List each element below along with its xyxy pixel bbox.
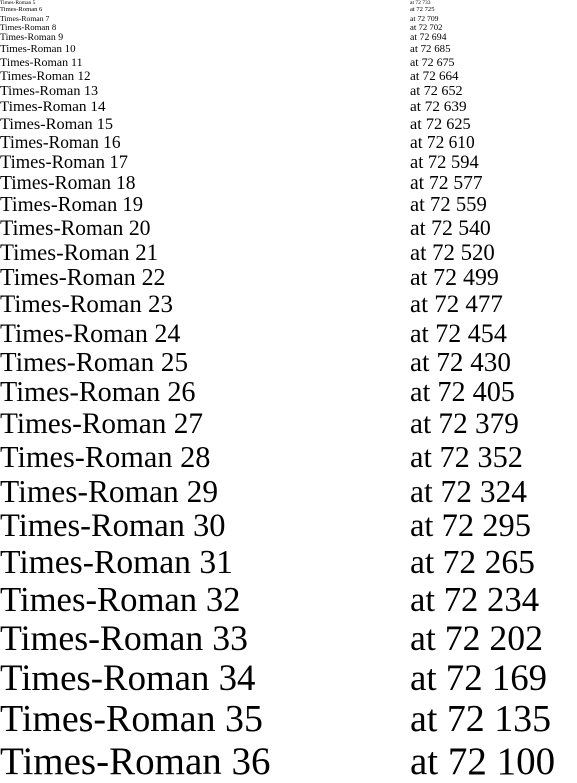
font-sample-name: Times-Roman 30 <box>0 508 226 545</box>
font-sample-position: at 72 477 <box>410 291 503 319</box>
font-sample-name: Times-Roman 16 <box>0 133 121 153</box>
font-sample-position: at 72 694 <box>410 31 447 43</box>
font-sample-name: Times-Roman 35 <box>0 697 263 740</box>
font-sample-position: at 72 265 <box>410 543 535 581</box>
font-sample-position: at 72 709 <box>410 13 439 23</box>
font-sample-position: at 72 202 <box>410 617 544 658</box>
font-sample-position: at 72 379 <box>410 408 519 441</box>
font-sample-position: at 72 685 <box>410 42 451 55</box>
font-sample-position: at 72 610 <box>410 133 475 153</box>
font-sample-position: at 72 520 <box>410 239 495 265</box>
font-sample-position: at 72 405 <box>410 377 515 409</box>
font-sample-name: Times-Roman 20 <box>0 215 151 240</box>
font-sample-position: at 72 639 <box>410 98 467 116</box>
font-sample-position: at 72 702 <box>410 22 443 33</box>
font-sample-position: at 72 540 <box>410 215 491 240</box>
font-sample-position: at 72 352 <box>410 440 523 475</box>
font-sample-name: Times-Roman 17 <box>0 152 128 173</box>
font-sample-position: at 72 430 <box>410 347 511 378</box>
font-sample-name: Times-Roman 18 <box>0 172 136 194</box>
font-sample-name: Times-Roman 12 <box>0 68 91 84</box>
font-sample-name: Times-Roman 36 <box>0 740 271 783</box>
font-sample-position: at 72 664 <box>410 68 459 84</box>
font-sample-position: at 72 454 <box>410 318 507 348</box>
font-sample-position: at 72 675 <box>410 54 455 69</box>
font-sample-name: Times-Roman 25 <box>0 347 189 378</box>
font-sample-position: at 72 100 <box>410 740 556 783</box>
font-sample-name: Times-Roman 6 <box>0 6 43 14</box>
font-sample-position: at 72 559 <box>410 194 487 217</box>
font-sample-name: Times-Roman 24 <box>0 318 181 348</box>
font-sample-name: Times-Roman 23 <box>0 291 173 319</box>
font-sample-position: at 72 733 <box>410 0 431 6</box>
font-sample-position: at 72 652 <box>410 82 463 99</box>
font-sample-name: Times-Roman 31 <box>0 543 233 581</box>
font-sample-name: Times-Roman 11 <box>0 54 83 69</box>
font-sample-position: at 72 499 <box>410 264 499 291</box>
font-sample-name: Times-Roman 21 <box>0 239 159 265</box>
font-sample-name: Times-Roman 13 <box>0 82 99 99</box>
font-sample-position: at 72 725 <box>410 6 435 14</box>
font-sample-name: Times-Roman 19 <box>0 194 144 217</box>
font-sample-position: at 72 577 <box>410 172 483 194</box>
font-sample-name: Times-Roman 22 <box>0 264 166 291</box>
font-sample-name: Times-Roman 7 <box>0 13 50 23</box>
font-sample-position: at 72 324 <box>410 473 528 509</box>
font-sample-position: at 72 234 <box>410 579 540 619</box>
font-sample-name: Times-Roman 27 <box>0 408 203 441</box>
font-sample-name: Times-Roman 10 <box>0 42 76 55</box>
font-sample-position: at 72 135 <box>410 697 552 740</box>
font-sample-name: Times-Roman 5 <box>0 0 36 6</box>
font-sample-name: Times-Roman 28 <box>0 440 211 475</box>
font-sample-name: Times-Roman 15 <box>0 114 114 134</box>
font-sample-position: at 72 594 <box>410 152 479 173</box>
font-sample-name: Times-Roman 26 <box>0 377 196 409</box>
font-sample-name: Times-Roman 34 <box>0 657 256 699</box>
font-sample-name: Times-Roman 8 <box>0 22 57 33</box>
font-sample-position: at 72 169 <box>410 657 548 699</box>
font-sample-name: Times-Roman 9 <box>0 31 64 43</box>
font-sample-name: Times-Roman 14 <box>0 98 106 116</box>
font-sample-name: Times-Roman 32 <box>0 579 241 619</box>
font-sample-name: Times-Roman 29 <box>0 473 219 509</box>
font-sample-position: at 72 295 <box>410 508 532 545</box>
font-sample-name: Times-Roman 33 <box>0 617 248 658</box>
font-sample-position: at 72 625 <box>410 114 471 134</box>
